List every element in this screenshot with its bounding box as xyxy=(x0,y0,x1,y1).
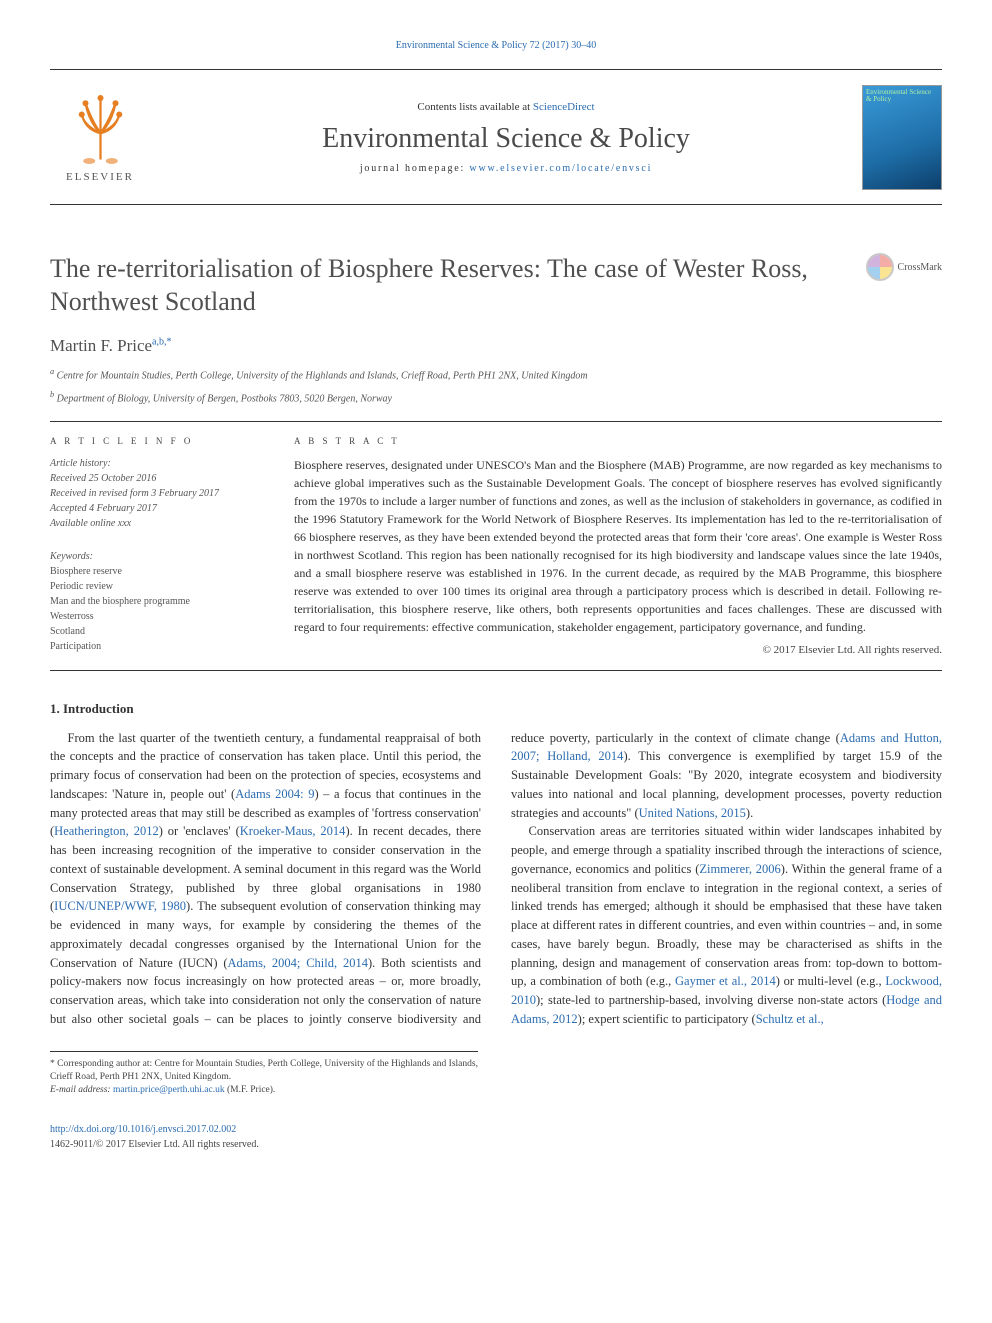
cite-link[interactable]: Kroeker-Maus, 2014 xyxy=(240,824,346,838)
corresponding-footnote: * Corresponding author at: Centre for Mo… xyxy=(50,1051,478,1098)
article-info-head: A R T I C L E I N F O xyxy=(50,436,260,446)
cite-link[interactable]: IUCN/UNEP/WWF, 1980 xyxy=(54,899,186,913)
elsevier-word: ELSEVIER xyxy=(66,171,134,183)
running-header: Environmental Science & Policy 72 (2017)… xyxy=(50,40,942,51)
crossmark-badge[interactable]: CrossMark xyxy=(866,253,942,281)
homepage-line: journal homepage: www.elsevier.com/locat… xyxy=(150,163,862,174)
abstract-text: Biosphere reserves, designated under UNE… xyxy=(294,456,942,636)
body-text: From the last quarter of the twentieth c… xyxy=(50,729,942,1029)
sciencedirect-link[interactable]: ScienceDirect xyxy=(533,101,595,113)
contents-prefix: Contents lists available at xyxy=(417,101,532,113)
affiliation-a: a Centre for Mountain Studies, Perth Col… xyxy=(50,366,942,383)
doi-link[interactable]: http://dx.doi.org/10.1016/j.envsci.2017.… xyxy=(50,1124,236,1135)
section-1-head: 1. Introduction xyxy=(50,701,942,717)
issn-line: 1462-9011/© 2017 Elsevier Ltd. All right… xyxy=(50,1139,259,1150)
homepage-prefix: journal homepage: xyxy=(360,163,470,174)
homepage-link[interactable]: www.elsevier.com/locate/envsci xyxy=(469,163,652,174)
crossmark-label: CrossMark xyxy=(898,262,942,273)
article-history: Article history: Received 25 October 201… xyxy=(50,456,260,531)
crossmark-icon xyxy=(866,253,894,281)
history-online: Available online xxx xyxy=(50,516,260,531)
divider-top xyxy=(50,421,942,422)
contents-line: Contents lists available at ScienceDirec… xyxy=(150,101,862,113)
author-line: Martin F. Pricea,b,* xyxy=(50,336,942,356)
author-affil-sup[interactable]: a,b,* xyxy=(152,336,171,347)
cover-text: Environmental Science & Policy xyxy=(866,89,938,104)
abstract-head: A B S T R A C T xyxy=(294,436,942,446)
affiliation-b: b Department of Biology, University of B… xyxy=(50,389,942,406)
journal-header: ELSEVIER Contents lists available at Sci… xyxy=(50,69,942,205)
elsevier-tree-icon xyxy=(63,92,138,167)
keyword-item: Participation xyxy=(50,639,260,654)
keywords-block: Keywords: Biosphere reserve Periodic rev… xyxy=(50,549,260,654)
email-label: E-mail address: xyxy=(50,1085,113,1095)
paper-title: The re-territorialisation of Biosphere R… xyxy=(50,253,866,318)
keyword-item: Man and the biosphere programme xyxy=(50,594,260,609)
keyword-item: Biosphere reserve xyxy=(50,564,260,579)
keyword-item: Westerross xyxy=(50,609,260,624)
journal-cover-thumb: Environmental Science & Policy xyxy=(862,85,942,190)
keywords-label: Keywords: xyxy=(50,549,260,564)
author-name: Martin F. Price xyxy=(50,336,152,355)
cite-link[interactable]: Schultz et al., xyxy=(756,1012,824,1026)
keyword-item: Periodic review xyxy=(50,579,260,594)
email-link[interactable]: martin.price@perth.uhi.ac.uk xyxy=(113,1085,225,1095)
cite-link[interactable]: United Nations, 2015 xyxy=(639,806,746,820)
divider-bottom xyxy=(50,670,942,671)
cite-link[interactable]: Zimmerer, 2006 xyxy=(699,862,780,876)
corr-author-text: * Corresponding author at: Centre for Mo… xyxy=(50,1058,478,1085)
history-revised: Received in revised form 3 February 2017 xyxy=(50,486,260,501)
abstract-copyright: © 2017 Elsevier Ltd. All rights reserved… xyxy=(294,644,942,656)
history-label: Article history: xyxy=(50,456,260,471)
email-suffix: (M.F. Price). xyxy=(225,1085,276,1095)
history-received: Received 25 October 2016 xyxy=(50,471,260,486)
cite-link[interactable]: Adams 2004: 9 xyxy=(235,787,314,801)
journal-title: Environmental Science & Policy xyxy=(150,123,862,155)
bottom-meta: http://dx.doi.org/10.1016/j.envsci.2017.… xyxy=(50,1122,942,1152)
cite-link[interactable]: Gaymer et al., 2014 xyxy=(675,974,776,988)
cite-link[interactable]: Adams, 2004; Child, 2014 xyxy=(228,956,368,970)
history-accepted: Accepted 4 February 2017 xyxy=(50,501,260,516)
cite-link[interactable]: Heatherington, 2012 xyxy=(54,824,159,838)
keyword-item: Scotland xyxy=(50,624,260,639)
elsevier-logo: ELSEVIER xyxy=(50,82,150,192)
